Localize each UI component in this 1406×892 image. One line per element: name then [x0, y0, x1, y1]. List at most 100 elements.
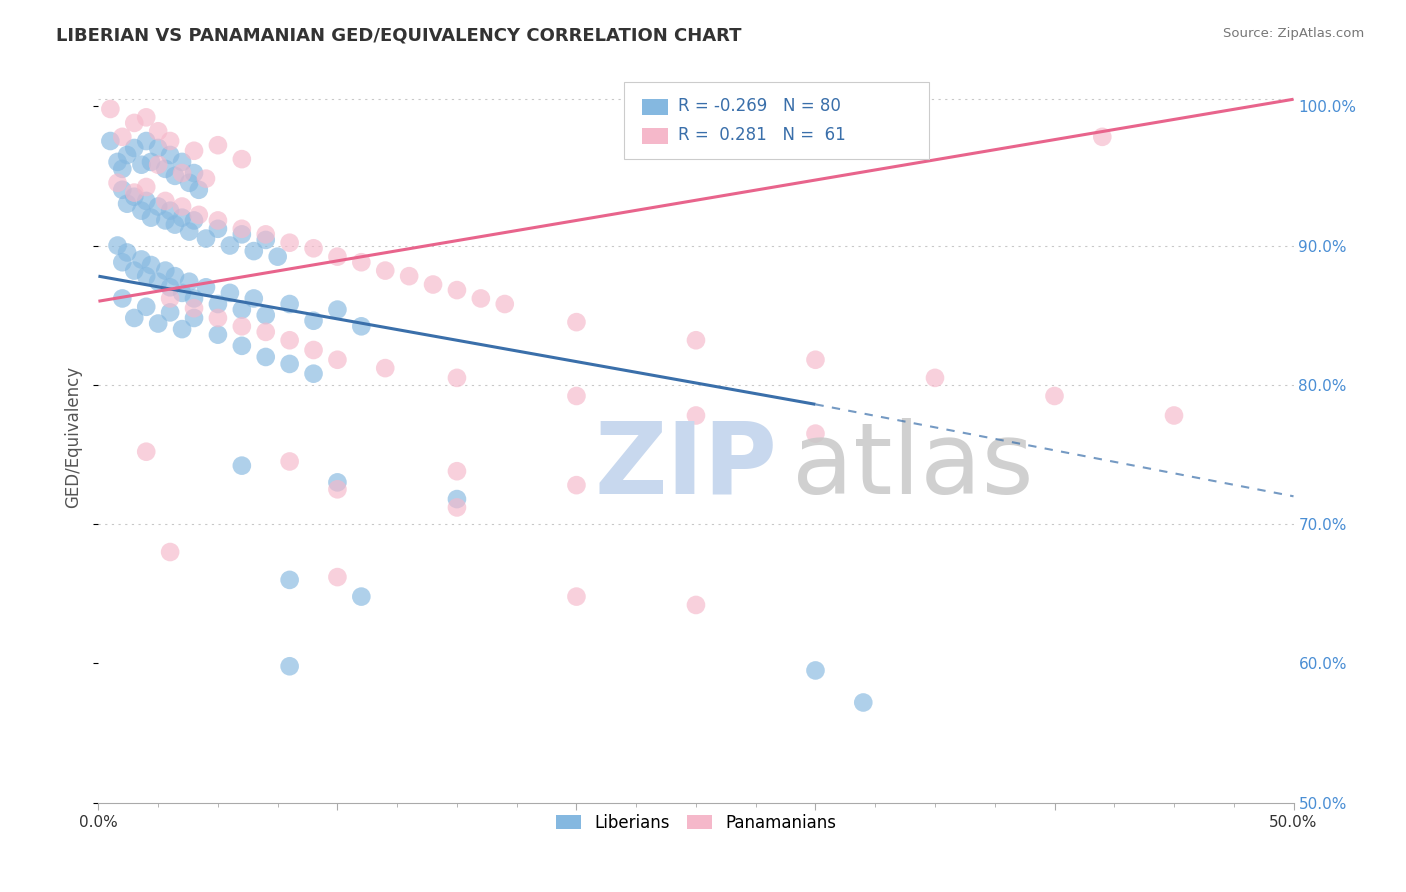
Point	[494, 297, 516, 311]
Point	[254, 308, 277, 322]
Legend: Liberians, Panamanians: Liberians, Panamanians	[550, 807, 842, 838]
Point	[148, 158, 170, 172]
Point	[111, 255, 134, 269]
Point	[135, 300, 157, 314]
Point	[159, 280, 181, 294]
Point	[231, 227, 253, 242]
Point	[155, 263, 177, 277]
Point	[124, 186, 146, 200]
Point	[131, 252, 153, 267]
Point	[183, 310, 205, 325]
Point	[565, 478, 588, 492]
Point	[374, 263, 396, 277]
Point	[1091, 129, 1114, 144]
Point	[804, 664, 827, 678]
Point	[172, 211, 194, 225]
Point	[183, 166, 205, 180]
Point	[148, 317, 170, 331]
Point	[195, 171, 218, 186]
Point	[159, 292, 181, 306]
Point	[163, 169, 186, 183]
Point	[278, 357, 301, 371]
Point	[278, 235, 301, 250]
Point	[131, 158, 153, 172]
Point	[107, 155, 129, 169]
Point	[135, 194, 157, 208]
Point	[804, 352, 827, 367]
Text: LIBERIAN VS PANAMANIAN GED/EQUIVALENCY CORRELATION CHART: LIBERIAN VS PANAMANIAN GED/EQUIVALENCY C…	[56, 27, 742, 45]
Point	[326, 475, 349, 490]
Point	[111, 161, 134, 176]
Point	[187, 208, 209, 222]
Point	[183, 301, 205, 316]
Point	[254, 233, 277, 247]
Point	[139, 155, 162, 169]
Point	[243, 244, 266, 258]
Point	[231, 152, 253, 166]
Point	[172, 322, 194, 336]
Point	[107, 238, 129, 252]
Point	[398, 269, 420, 284]
Point	[302, 241, 325, 255]
Point	[231, 302, 253, 317]
Point	[326, 352, 349, 367]
Point	[148, 275, 170, 289]
Point	[254, 325, 277, 339]
FancyBboxPatch shape	[624, 82, 929, 159]
Point	[155, 161, 177, 176]
Point	[148, 141, 170, 155]
Point	[207, 327, 229, 342]
Point	[98, 134, 122, 148]
Point	[183, 144, 205, 158]
Point	[207, 213, 229, 227]
Point	[159, 203, 181, 218]
Point	[278, 297, 301, 311]
Point	[159, 545, 181, 559]
Point	[231, 458, 253, 473]
Point	[278, 333, 301, 347]
Point	[148, 124, 170, 138]
FancyBboxPatch shape	[643, 99, 668, 115]
Point	[172, 200, 194, 214]
Point	[446, 371, 468, 385]
Point	[326, 483, 349, 497]
Point	[187, 183, 209, 197]
FancyBboxPatch shape	[643, 128, 668, 144]
Point	[183, 292, 205, 306]
Point	[135, 111, 157, 125]
Point	[326, 250, 349, 264]
Point	[470, 292, 492, 306]
Point	[219, 238, 242, 252]
Point	[350, 255, 373, 269]
Point	[111, 292, 134, 306]
Point	[446, 464, 468, 478]
Point	[148, 200, 170, 214]
Point	[231, 339, 253, 353]
Point	[135, 444, 157, 458]
Point	[278, 454, 301, 468]
Point	[207, 297, 229, 311]
Point	[302, 343, 325, 357]
Point	[852, 696, 875, 710]
Point	[219, 285, 242, 300]
Point	[302, 367, 325, 381]
Text: R = -0.269   N = 80: R = -0.269 N = 80	[678, 96, 841, 115]
Point	[326, 302, 349, 317]
Point	[135, 180, 157, 194]
Point	[179, 225, 201, 239]
Y-axis label: GED/Equivalency: GED/Equivalency	[65, 366, 83, 508]
Point	[163, 269, 186, 284]
Point	[172, 166, 194, 180]
Point	[565, 389, 588, 403]
Point	[139, 211, 162, 225]
Text: Source: ZipAtlas.com: Source: ZipAtlas.com	[1223, 27, 1364, 40]
Point	[207, 310, 229, 325]
Point	[179, 176, 201, 190]
Point	[159, 134, 181, 148]
Point	[565, 315, 588, 329]
Point	[124, 190, 146, 204]
Point	[163, 218, 186, 232]
Point	[326, 570, 349, 584]
Point	[159, 148, 181, 162]
Point	[124, 116, 146, 130]
